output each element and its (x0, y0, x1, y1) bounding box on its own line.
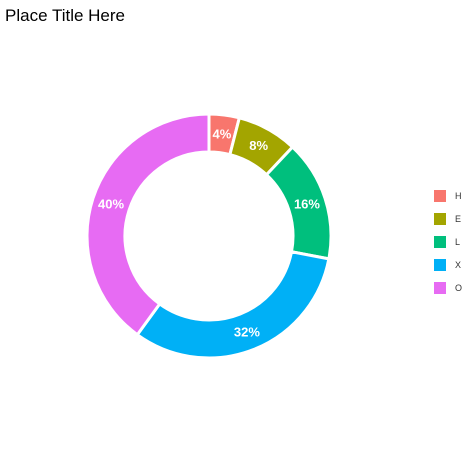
slice-label-H: 4% (213, 126, 232, 141)
slice-label-E: 8% (249, 138, 268, 153)
slice-O (85, 112, 211, 337)
chart-title: Place Title Here (5, 6, 125, 25)
legend-item-E: E (434, 207, 464, 230)
legend-key-L (434, 235, 446, 248)
legend-key-E (434, 212, 446, 225)
legend-label-E: E (455, 213, 462, 224)
slice-X (135, 249, 331, 360)
legend-label-X: X (455, 259, 462, 270)
chart-legend: H E L X O (434, 184, 464, 299)
legend-label-O: O (455, 282, 463, 293)
legend-item-L: L (434, 230, 464, 253)
slice-label-X: 32% (234, 324, 260, 339)
legend-item-O: O (434, 276, 464, 299)
slice-label-O: 40% (98, 197, 124, 212)
legend-label-L: L (455, 236, 461, 247)
slice-label-L: 16% (294, 197, 320, 212)
legend-item-H: H (434, 184, 464, 207)
legend-key-O (434, 281, 446, 294)
legend-key-H (434, 189, 446, 202)
legend-key-X (434, 258, 446, 271)
legend-label-H: H (455, 190, 462, 201)
legend-item-X: X (434, 253, 464, 276)
